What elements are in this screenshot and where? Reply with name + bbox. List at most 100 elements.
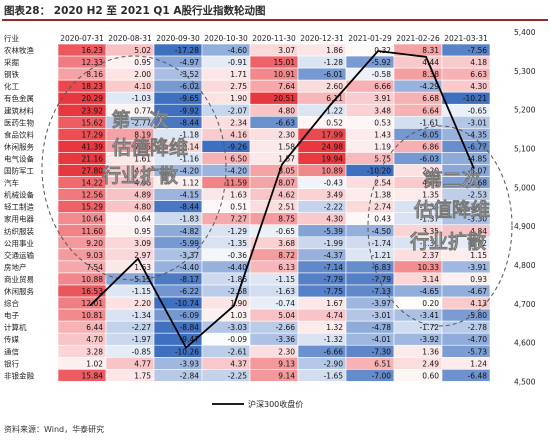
cell-value: -3.92 [420, 335, 440, 344]
cell-value: -3.01 [372, 311, 392, 320]
cell-value: -5.73 [468, 347, 488, 356]
cell-value: -1.22 [324, 106, 344, 115]
cell-value: 4.80 [134, 203, 151, 212]
cell-value: -0.74 [276, 299, 296, 308]
cell-value: -5.39 [324, 227, 344, 236]
cell-value: 0.95 [134, 227, 151, 236]
cell-value: 3.35 [422, 227, 439, 236]
cell-value: 15.29 [82, 203, 104, 212]
cell-value: -6.63 [276, 118, 296, 127]
y-tick-label: 5,200 [514, 106, 536, 115]
row-label: 商业贸易 [4, 274, 34, 284]
cell-value: -10.26 [175, 347, 199, 356]
cell-value: -1.86 [228, 275, 248, 284]
cell-value: -9.26 [228, 142, 248, 151]
row-label: 家用电器 [4, 214, 34, 224]
cell-value: -1.03 [132, 94, 152, 103]
cell-value: -3.03 [228, 323, 248, 332]
cell-value: 1.35 [422, 191, 439, 200]
cell-value: 16.23 [82, 46, 104, 55]
cell-value: 8.16 [86, 70, 103, 79]
cell-value: 2.97 [134, 251, 151, 260]
row-label: 钢铁 [4, 69, 19, 79]
cell-value: 1.63 [230, 191, 247, 200]
cell-value: -1.18 [180, 130, 200, 139]
cell-value: 4.13 [470, 299, 487, 308]
cell-value: -4.97 [180, 58, 200, 67]
cell-value: -8.84 [180, 323, 200, 332]
cell-value: -6.83 [372, 263, 392, 272]
column-header: 2020-07-31 [60, 34, 104, 43]
cell-value: -3.30 [468, 215, 488, 224]
cell-value: 0.95 [134, 58, 151, 67]
column-header: 2020-10-30 [204, 34, 248, 43]
cell-value: 41.39 [82, 142, 104, 151]
cell-value: 12.56 [82, 191, 104, 200]
cell-value: 4.37 [230, 359, 247, 368]
cell-value: 8.31 [422, 46, 439, 55]
row-label: 银行 [4, 358, 19, 368]
column-header: 2021-01-29 [348, 34, 392, 43]
cell-value: 14.22 [82, 179, 104, 188]
cell-value: 4.80 [278, 106, 295, 115]
cell-value: 3.49 [326, 191, 343, 200]
cell-value: -4.70 [468, 335, 488, 344]
cell-value: 1.12 [182, 179, 199, 188]
cell-value: 5.75 [374, 154, 391, 163]
cell-value: 2.74 [374, 203, 391, 212]
cell-value: 8.05 [278, 167, 295, 176]
cell-value: -4.01 [372, 335, 392, 344]
cell-value: 6.68 [422, 94, 439, 103]
cell-value: -0.43 [324, 179, 344, 188]
cell-value: 2.20 [422, 167, 439, 176]
cell-value: -1.29 [228, 227, 248, 236]
cell-value: 3.14 [422, 275, 439, 284]
row-label: 农林牧渔 [4, 45, 34, 55]
row-label: 公用事业 [4, 238, 34, 248]
row-label: 汽车 [4, 178, 19, 188]
y-tick-label: 5,100 [514, 144, 536, 153]
cell-value: -1.28 [324, 58, 344, 67]
cell-value: 6.86 [422, 142, 439, 151]
cell-value: -4.37 [324, 251, 344, 260]
cell-value: 1.03 [230, 311, 247, 320]
cell-value: -4.29 [420, 82, 440, 91]
title-rule [2, 19, 548, 21]
cell-value: -5.68 [468, 179, 488, 188]
cell-value: 1.90 [230, 299, 247, 308]
cell-value: -2.27 [132, 323, 152, 332]
cell-value: -3.01 [468, 118, 488, 127]
row-label: 轻工制造 [4, 202, 34, 212]
cell-value: -2.53 [468, 191, 488, 200]
cell-value: -4.60 [228, 46, 248, 55]
cell-value: 6.63 [470, 70, 487, 79]
cell-value: -7.79 [372, 275, 392, 284]
cell-value: 1.15 [470, 251, 487, 260]
cell-value: 4.70 [86, 335, 103, 344]
cell-value: 4.44 [134, 167, 151, 176]
cell-value: 8.07 [278, 179, 295, 188]
cell-value: -6.09 [180, 311, 200, 320]
y-tick-label: 4,900 [514, 222, 536, 231]
cell-value: -7.14 [324, 263, 344, 272]
cell-value: -17.28 [175, 46, 199, 55]
cell-value: -9.47 [180, 335, 200, 344]
cell-value: 10.81 [82, 311, 104, 320]
cell-value: 6.66 [374, 82, 391, 91]
cell-value: 1.38 [374, 191, 391, 200]
cell-value: 4.31 [422, 179, 439, 188]
cell-value: -5.80 [468, 311, 488, 320]
cell-value: 3.09 [134, 239, 151, 248]
cell-value: -5.07 [468, 167, 488, 176]
cell-value: 3.28 [86, 347, 103, 356]
cell-value: 9.14 [278, 371, 295, 380]
cell-value: 5.02 [134, 46, 151, 55]
legend-label: 沪深300收盘价 [248, 399, 303, 409]
cell-value: -3.41 [420, 311, 440, 320]
column-header: 2020-12-31 [300, 34, 344, 43]
cell-value: 3.68 [278, 239, 295, 248]
cell-value: 0.43 [374, 215, 391, 224]
y-tick-label: 5,000 [514, 183, 536, 192]
cell-value: 15.01 [274, 58, 296, 67]
